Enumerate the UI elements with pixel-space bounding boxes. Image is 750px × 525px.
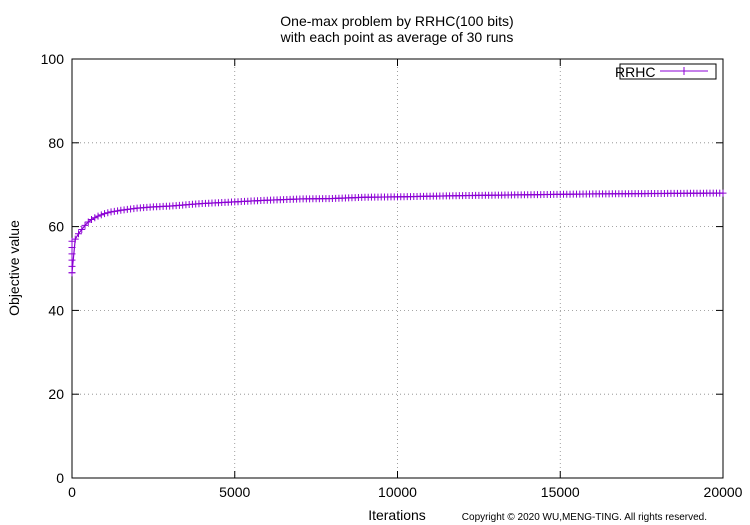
- y-tick-label: 80: [48, 135, 64, 151]
- x-tick-label: 5000: [219, 484, 250, 500]
- chart-subtitle: with each point as average of 30 runs: [280, 29, 514, 45]
- data-point: [101, 210, 109, 218]
- legend-label-rrhc: RRHC: [615, 64, 655, 80]
- x-tick-label: 10000: [378, 484, 417, 500]
- data-point: [81, 221, 89, 229]
- data-point: [114, 207, 122, 215]
- data-point: [68, 244, 76, 252]
- data-point: [94, 212, 102, 220]
- y-tick-label: 40: [48, 302, 64, 318]
- y-tick-label: 20: [48, 386, 64, 402]
- x-axis-label: Iterations: [368, 507, 426, 523]
- data-point: [719, 189, 727, 197]
- grid-lines: [72, 59, 723, 478]
- x-tick-label: 20000: [704, 484, 743, 500]
- data-point: [104, 209, 112, 217]
- data-point: [68, 262, 76, 270]
- legend-marker-rrhc: [680, 67, 688, 75]
- y-tick-label: 100: [41, 51, 65, 67]
- y-tick-label: 0: [56, 470, 64, 486]
- data-point: [68, 250, 76, 258]
- data-point: [110, 207, 118, 215]
- data-point: [78, 226, 86, 234]
- copyright-notice: Copyright © 2020 WU,MENG-TING. All right…: [462, 512, 707, 523]
- x-tick-label: 15000: [541, 484, 580, 500]
- y-axis-label: Objective value: [6, 220, 22, 316]
- legend: RRHC: [615, 63, 717, 80]
- series-rrhc: [68, 189, 727, 277]
- data-point: [68, 256, 76, 264]
- data-point: [68, 237, 76, 245]
- axis-ticks: 0 5000 10000 15000 20000 0 20 40 60 80 100: [41, 51, 743, 500]
- data-point: [68, 269, 76, 277]
- y-tick-label: 60: [48, 219, 64, 235]
- chart-title: One-max problem by RRHC(100 bits): [280, 13, 513, 29]
- data-point: [75, 230, 83, 238]
- data-point: [107, 208, 115, 216]
- data-point: [97, 211, 105, 219]
- data-point: [88, 215, 96, 223]
- data-point: [91, 214, 99, 222]
- x-tick-label: 0: [68, 484, 76, 500]
